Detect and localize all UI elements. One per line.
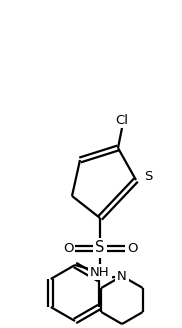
Text: S: S xyxy=(144,170,152,182)
Text: O: O xyxy=(63,241,73,255)
Text: N: N xyxy=(117,270,127,282)
Text: O: O xyxy=(127,241,137,255)
Text: Cl: Cl xyxy=(116,113,128,127)
Text: NH: NH xyxy=(90,265,110,278)
Text: S: S xyxy=(95,240,105,256)
